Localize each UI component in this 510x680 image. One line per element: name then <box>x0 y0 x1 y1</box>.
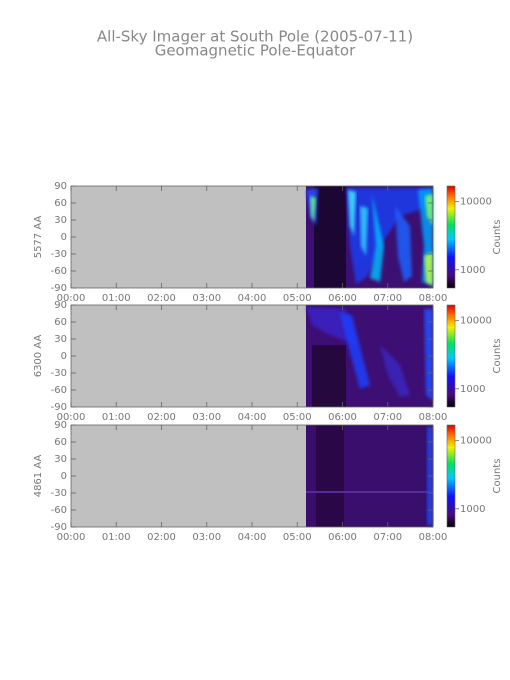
aurora-dark <box>314 186 346 288</box>
subtitle: Geomagnetic Pole-Equator <box>155 42 356 60</box>
x-tick-label: 04:00 <box>238 532 267 543</box>
colorbar-tick-label: 1000 <box>460 384 485 395</box>
x-tick-label: 02:00 <box>147 532 176 543</box>
x-tick-label: 05:00 <box>283 532 312 543</box>
x-tick-label: 02:00 <box>147 412 176 423</box>
aurora-patch <box>360 206 368 256</box>
y-tick-label: 90 <box>54 181 67 192</box>
x-tick-label: 00:00 <box>57 412 86 423</box>
y-tick-label: 60 <box>54 317 67 328</box>
no-data-area <box>71 186 306 288</box>
keogram-image <box>306 186 433 288</box>
x-tick-label: 06:00 <box>328 532 357 543</box>
y-tick-label: 0 <box>61 471 67 482</box>
title: All-Sky Imager at South Pole (2005-07-11… <box>97 28 413 46</box>
y-axis-label: 6300 AA <box>33 335 44 378</box>
x-tick-label: 05:00 <box>283 412 312 423</box>
x-tick-label: 02:00 <box>147 293 176 304</box>
y-tick-label: 60 <box>54 437 67 448</box>
y-axis-label: 5577 AA <box>33 216 44 259</box>
x-tick-label: 04:00 <box>238 412 267 423</box>
y-tick-label: -60 <box>51 266 67 277</box>
aurora-patch <box>424 252 433 286</box>
y-tick-label: -90 <box>51 522 67 533</box>
y-tick-label: -30 <box>51 368 67 379</box>
y-tick-label: -60 <box>51 505 67 516</box>
x-tick-label: 06:00 <box>328 412 357 423</box>
aurora-patch <box>348 190 356 236</box>
colorbar <box>446 304 456 408</box>
x-tick-label: 00:00 <box>57 532 86 543</box>
aurora-patch <box>370 194 384 282</box>
x-tick-label: 03:00 <box>192 532 221 543</box>
y-tick-label: 30 <box>54 334 67 345</box>
y-tick-label: -90 <box>51 402 67 413</box>
x-tick-label: 06:00 <box>328 293 357 304</box>
x-tick-label: 03:00 <box>192 412 221 423</box>
no-data-area <box>71 305 306 407</box>
y-tick-label: 60 <box>54 198 67 209</box>
colorbar <box>446 185 456 289</box>
x-tick-label: 01:00 <box>102 412 131 423</box>
x-tick-label: 07:00 <box>373 532 402 543</box>
x-tick-label: 04:00 <box>238 293 267 304</box>
x-tick-label: 08:00 <box>419 412 448 423</box>
x-tick-label: 05:00 <box>283 293 312 304</box>
aurora-patch <box>310 196 316 222</box>
x-tick-label: 01:00 <box>102 532 131 543</box>
colorbar-tick-label: 10000 <box>460 316 492 327</box>
aurora-patch <box>425 194 433 226</box>
y-tick-label: 30 <box>54 454 67 465</box>
aurora-patch <box>380 345 410 397</box>
y-tick-label: -30 <box>51 488 67 499</box>
x-tick-label: 08:00 <box>419 293 448 304</box>
y-tick-label: 0 <box>61 351 67 362</box>
aurora-band <box>306 491 433 493</box>
y-tick-label: 0 <box>61 232 67 243</box>
x-tick-label: 08:00 <box>419 532 448 543</box>
aurora-dark <box>316 425 344 527</box>
colorbar <box>446 424 456 528</box>
x-tick-label: 00:00 <box>57 293 86 304</box>
aurora-dark <box>312 345 346 407</box>
x-tick-label: 03:00 <box>192 293 221 304</box>
y-tick-label: 30 <box>54 215 67 226</box>
y-tick-label: 90 <box>54 420 67 431</box>
no-data-area <box>71 425 306 527</box>
keogram-image <box>306 305 433 407</box>
colorbar-tick-label: 1000 <box>460 504 485 515</box>
y-tick-label: -60 <box>51 385 67 396</box>
aurora-patch <box>395 206 412 282</box>
y-tick-label: -90 <box>51 283 67 294</box>
keogram-image <box>306 425 433 527</box>
colorbar-label: Counts <box>492 220 503 255</box>
x-tick-label: 07:00 <box>373 293 402 304</box>
y-tick-label: 90 <box>54 300 67 311</box>
colorbar-label: Counts <box>492 339 503 374</box>
colorbar-tick-label: 10000 <box>460 436 492 447</box>
x-tick-label: 01:00 <box>102 293 131 304</box>
colorbar-tick-label: 10000 <box>460 197 492 208</box>
y-axis-label: 4861 AA <box>33 455 44 498</box>
colorbar-label: Counts <box>492 459 503 494</box>
colorbar-tick-label: 1000 <box>460 265 485 276</box>
y-tick-label: -30 <box>51 249 67 260</box>
aurora-patch <box>340 313 370 389</box>
aurora-patch <box>424 309 433 401</box>
x-tick-label: 07:00 <box>373 412 402 423</box>
